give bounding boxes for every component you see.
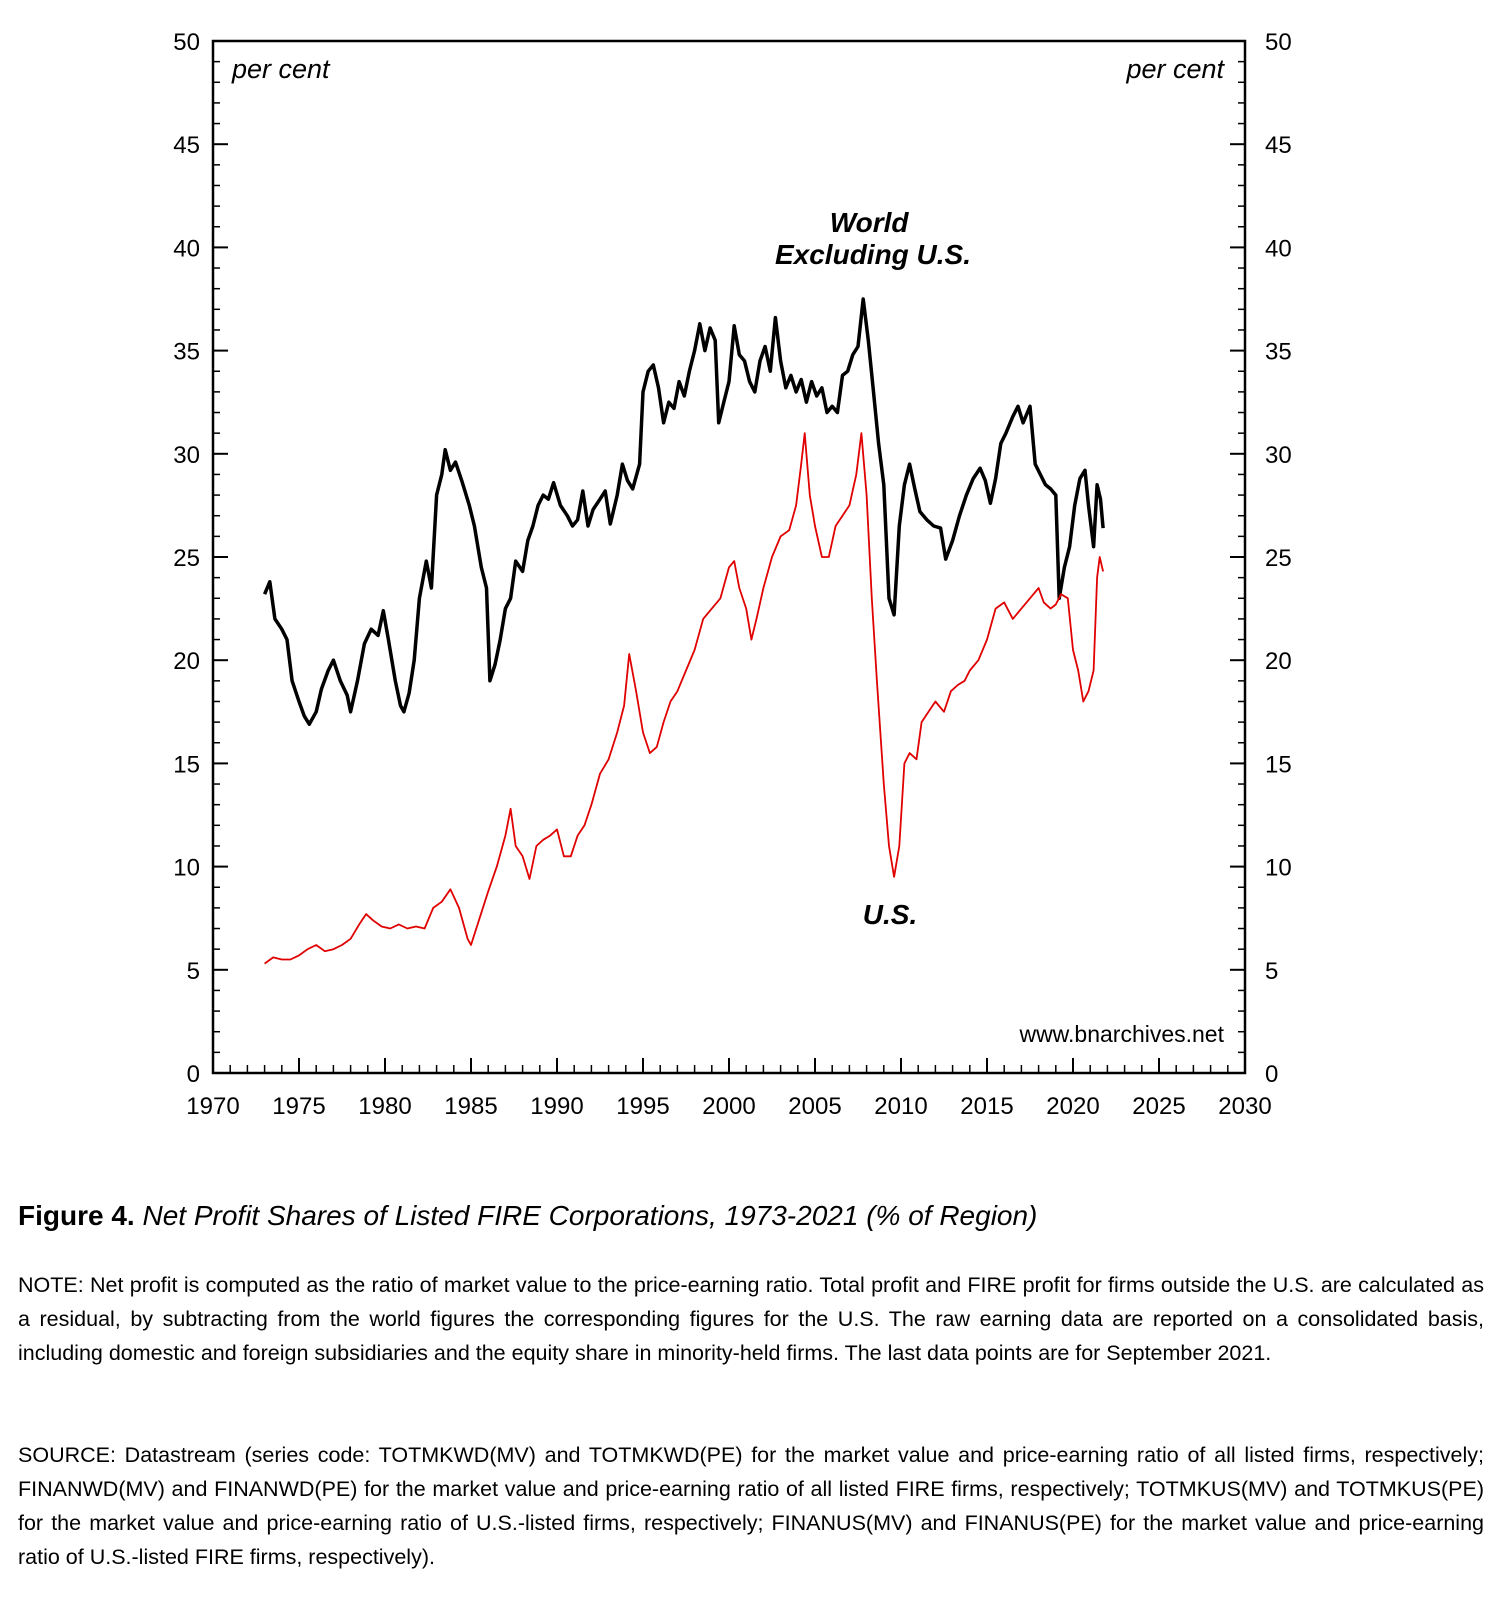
- y-tick-label-right: 50: [1265, 29, 1292, 56]
- x-tick-label: 1980: [358, 1093, 411, 1120]
- x-tick-label: 1990: [530, 1093, 583, 1120]
- y-unit-left: per cent: [231, 54, 331, 84]
- x-tick-label: 2010: [874, 1093, 927, 1120]
- series-lines: [262, 297, 1105, 965]
- figure-number: Figure 4.: [18, 1200, 135, 1231]
- series-line-us: [264, 432, 1104, 965]
- y-unit-right: per cent: [1125, 54, 1225, 84]
- y-tick-label-left: 10: [173, 855, 200, 882]
- y-tick-label-left: 0: [187, 1061, 200, 1088]
- series-label-world-line2: Excluding U.S.: [775, 239, 971, 270]
- y-tick-label-left: 30: [173, 442, 200, 469]
- y-tick-label-right: 30: [1265, 442, 1292, 469]
- series-line-world-ex-us: [262, 297, 1105, 726]
- y-tick-label-right: 35: [1265, 339, 1292, 366]
- series-label-world: World Excluding U.S.: [775, 207, 971, 270]
- y-tick-label-left: 45: [173, 132, 200, 159]
- line-chart: 1970 1975 1980 1985 1990 1995 2000 2005 2010 2015…: [173, 29, 1291, 1120]
- y-tick-label-right: 0: [1265, 1061, 1278, 1088]
- y-tick-label-left: 40: [173, 235, 200, 262]
- plot-frame: [211, 39, 1247, 1075]
- y-tick-label-left: 50: [173, 29, 200, 56]
- y-tick-label-right: 10: [1265, 855, 1292, 882]
- y-tick-label-right: 15: [1265, 751, 1292, 778]
- source-paragraph: SOURCE: Datastream (series code: TOTMKWD…: [18, 1443, 1484, 1569]
- y-tick-label-left: 20: [173, 648, 200, 675]
- y-tick-label-right: 25: [1265, 545, 1292, 572]
- figure-caption: Figure 4. Net Profit Shares of Listed FI…: [18, 1200, 1488, 1232]
- y-tick-label-left: 35: [173, 339, 200, 366]
- axis-labels: 1970 1975 1980 1985 1990 1995 2000 2005 2010 2015…: [173, 29, 1291, 1120]
- y-tick-label-left: 15: [173, 751, 200, 778]
- series-label-world-line1: World: [830, 207, 910, 238]
- x-tick-label: 2000: [702, 1093, 755, 1120]
- x-tick-label: 1985: [444, 1093, 497, 1120]
- x-tick-label: 1970: [186, 1093, 239, 1120]
- y-tick-label-left: 5: [187, 958, 200, 985]
- note-paragraph: NOTE: Net profit is computed as the rati…: [18, 1273, 1484, 1365]
- y-tick-label-right: 45: [1265, 132, 1292, 159]
- x-tick-label: 1995: [616, 1093, 669, 1120]
- y-tick-label-right: 5: [1265, 958, 1278, 985]
- figure-title: Net Profit Shares of Listed FIRE Corpora…: [142, 1200, 1038, 1231]
- x-tick-label: 1975: [272, 1093, 325, 1120]
- x-tick-label: 2015: [960, 1093, 1013, 1120]
- x-tick-label: 2005: [788, 1093, 841, 1120]
- y-tick-label-right: 20: [1265, 648, 1292, 675]
- series-label-us: U.S.: [863, 899, 917, 930]
- y-tick-label-left: 25: [173, 545, 200, 572]
- x-tick-label: 2020: [1046, 1093, 1099, 1120]
- watermark: www.bnarchives.net: [1018, 1021, 1224, 1047]
- tick-marks: [212, 40, 1246, 1074]
- x-tick-label: 2030: [1218, 1093, 1271, 1120]
- y-tick-label-right: 40: [1265, 235, 1292, 262]
- x-tick-label: 2025: [1132, 1093, 1185, 1120]
